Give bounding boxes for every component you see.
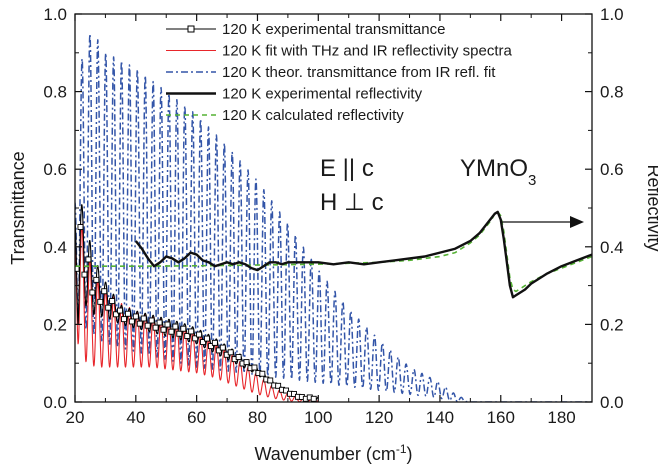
transmittance-marker [105,304,112,311]
transmittance-marker [200,339,206,346]
y-tick-label-left: 0.0 [43,393,67,412]
transmittance-marker [204,335,210,342]
x-axis-title-main: Wavenumber (cm [254,444,395,464]
y-tick-label-right: 0.2 [600,315,624,334]
annotation-compound: YMnO3 [460,155,536,189]
transmittance-marker [196,331,203,338]
transmittance-marker [283,387,290,394]
x-axis-title-tail: ) [407,444,413,464]
transmittance-marker [192,335,199,342]
legend: 120 K experimental transmittance 120 K fi… [166,21,512,124]
x-axis-title-sup: -1 [396,442,407,456]
transmittance-marker [109,298,116,304]
transmittance-marker [121,316,127,323]
transmittance-marker [188,328,195,335]
x-tick-label: 100 [304,408,332,427]
transmittance-marker [207,343,214,350]
annotation-e-parallel-c: E || c [320,155,374,182]
transmittance-marker [259,370,266,377]
legend-label: 120 K fit with THz and IR reflectivity s… [222,43,512,60]
x-tick-label: 60 [187,408,206,427]
transmittance-marker [152,324,159,331]
transmittance-marker [77,224,84,230]
y-tick-label-left: 1.0 [43,5,67,24]
legend-label: 120 K experimental transmittance [222,21,445,38]
transmittance-marker [93,276,100,283]
legend-marker [187,25,195,33]
y-tick-label-right: 0.0 [600,393,624,412]
transmittance-marker [136,320,143,327]
y-tick-label-right: 0.6 [600,160,624,179]
x-axis-title: Wavenumber (cm-1) [254,442,412,464]
x-tick-label: 160 [487,408,515,427]
transmittance-marker [176,330,183,337]
series-line-1 [75,223,319,402]
y-tick-label-left: 0.4 [43,238,67,257]
y-tick-label-left: 0.8 [43,83,67,102]
transmittance-marker [128,318,135,325]
transmittance-marker [243,359,250,366]
series-line-2 [75,33,592,402]
y-tick-label-right: 0.4 [600,238,624,257]
x-tick-label: 80 [248,408,267,427]
transmittance-marker [156,319,163,326]
x-tick-label: 180 [547,408,575,427]
transmittance-marker [275,382,282,389]
transmittance-marker [113,311,120,318]
transmittance-marker [101,288,108,295]
transmittance-marker [97,298,104,305]
arrow-right-icon [500,216,584,228]
y-axis-title-right: Reflectivity [644,164,658,251]
transmittance-marker [267,377,274,384]
legend-label: 120 K experimental reflectivity [222,86,423,103]
transmittance-marker [85,256,92,263]
transmittance-marker [132,313,139,320]
transmittance-marker [310,395,317,402]
tick-layer: 20 40 60 80 100 120 140 160 180 0.0 0.0 0.2 0.2 0.4 0.… [43,5,623,427]
y-tick-label-right: 1.0 [600,5,624,24]
transmittance-marker [89,289,96,296]
x-tick-label: 20 [66,408,85,427]
y-tick-label-left: 0.6 [43,160,67,179]
transmittance-marker [81,271,88,278]
transmittance-marker [172,323,179,330]
series-line-4 [75,211,592,293]
series-layer [75,33,592,402]
transmittance-marker [219,344,226,351]
transmittance-marker [164,321,171,328]
transmittance-marker [124,310,131,317]
transmittance-marker [184,333,191,339]
legend-label: 120 K calculated reflectivity [222,107,404,124]
x-tick-label: 120 [365,408,393,427]
y-axis-title-left: Transmittance [8,151,28,264]
annotation-h-perp-c: H ⊥ c [320,189,384,216]
transmittance-marker [148,317,155,324]
transmittance-marker [227,349,234,356]
transmittance-marker [211,339,218,346]
y-tick-label-left: 0.2 [43,315,67,334]
y-tick-label-right: 0.8 [600,83,624,102]
transmittance-marker [180,325,187,332]
transmittance-marker [235,354,242,360]
transmittance-marker [251,364,258,371]
transmittance-marker [144,322,151,329]
transmittance-marker [140,315,147,322]
legend-label: 120 K theor. transmittance from IR refl.… [222,64,496,81]
transmittance-marker [168,328,175,335]
compound-sub: 3 [528,172,536,189]
transmittance-marker [117,307,123,314]
series-line-3 [134,210,592,299]
x-tick-label: 140 [426,408,454,427]
transmittance-marker [160,326,167,333]
compound-main: YMnO [460,155,528,182]
x-tick-label: 40 [126,408,145,427]
